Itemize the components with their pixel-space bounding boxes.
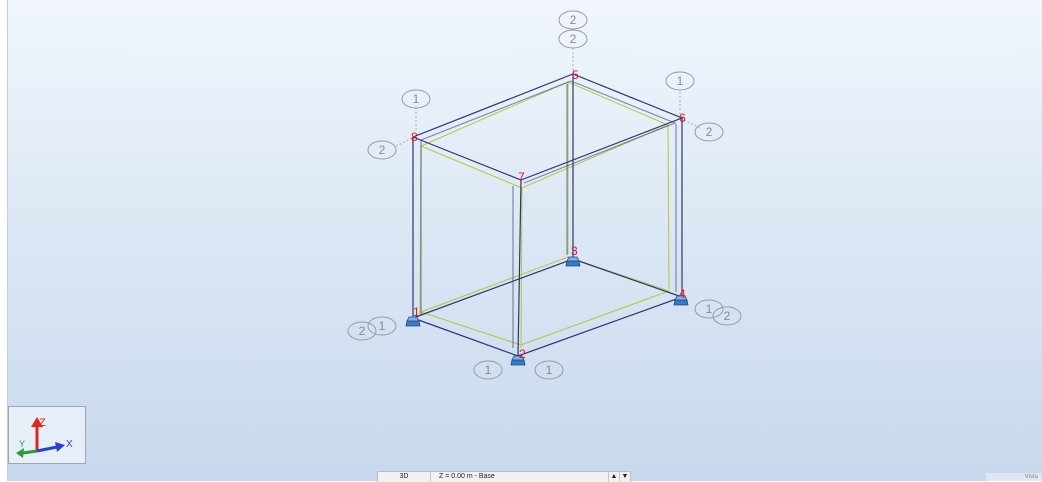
view-mode-button[interactable]: 3D	[378, 472, 431, 482]
svg-text:1: 1	[706, 302, 713, 316]
svg-text:1: 1	[413, 92, 420, 106]
support-icon	[673, 295, 689, 306]
level-down-arrow-icon[interactable]: ▼	[619, 472, 630, 482]
node-label-3[interactable]: 3	[571, 244, 578, 258]
support-icon	[510, 355, 526, 366]
svg-text:2: 2	[570, 13, 577, 27]
axis-label-z: Z	[39, 417, 46, 429]
level-selector[interactable]: Z = 0.00 m - Base	[439, 473, 495, 480]
svg-text:2: 2	[570, 32, 577, 46]
node-label-6[interactable]: 6	[679, 111, 686, 125]
tag-leader	[683, 119, 701, 129]
node-label-2[interactable]: 2	[519, 347, 526, 361]
section-tag[interactable]: 1	[665, 71, 695, 91]
svg-text:2: 2	[706, 125, 713, 139]
node-label-5[interactable]: 5	[572, 68, 579, 82]
section-tag[interactable]: 1	[534, 360, 564, 380]
support-icon	[565, 256, 581, 267]
section-tag[interactable]: 1	[401, 89, 431, 109]
viewport-left-border	[0, 0, 8, 481]
section-tag[interactable]: 2	[694, 122, 724, 142]
section-tag[interactable]: 2	[558, 10, 588, 30]
section-tag[interactable]: 1	[367, 316, 397, 336]
view-corner-label: Vista	[986, 473, 1042, 481]
section-tag[interactable]: 2	[367, 140, 397, 160]
svg-text:1: 1	[546, 363, 553, 377]
svg-text:2: 2	[724, 309, 731, 323]
svg-text:2: 2	[359, 324, 366, 338]
axis-label-x: X	[66, 439, 73, 450]
support-icon	[405, 316, 421, 327]
svg-text:1: 1	[379, 319, 386, 333]
section-tag[interactable]: 1	[694, 299, 724, 319]
svg-text:1: 1	[485, 363, 492, 377]
section-tag[interactable]: 2	[347, 321, 377, 341]
node-label-7[interactable]: 7	[518, 170, 525, 184]
svg-text:2: 2	[379, 143, 386, 157]
tag-leader	[394, 137, 413, 148]
supports	[405, 256, 689, 366]
members-inner	[419, 81, 671, 349]
frame-edges	[412, 73, 684, 357]
axis-label-y: Y	[19, 439, 25, 449]
section-tag[interactable]: 2	[558, 29, 588, 49]
node-label-4[interactable]: 4	[679, 287, 686, 301]
axis-icon: Z Y X	[16, 417, 73, 458]
section-tag[interactable]: 2	[712, 306, 742, 326]
node-label-1[interactable]: 1	[413, 305, 420, 319]
section-tag[interactable]: 1	[473, 360, 503, 380]
node-label-8[interactable]: 8	[411, 130, 418, 144]
view-status-bar: 3D Z = 0.00 m - Base ▲ ▼	[377, 471, 631, 482]
level-up-arrow-icon[interactable]: ▲	[608, 472, 619, 482]
axis-triad: Z Y X	[8, 406, 86, 464]
svg-text:1: 1	[677, 74, 684, 88]
